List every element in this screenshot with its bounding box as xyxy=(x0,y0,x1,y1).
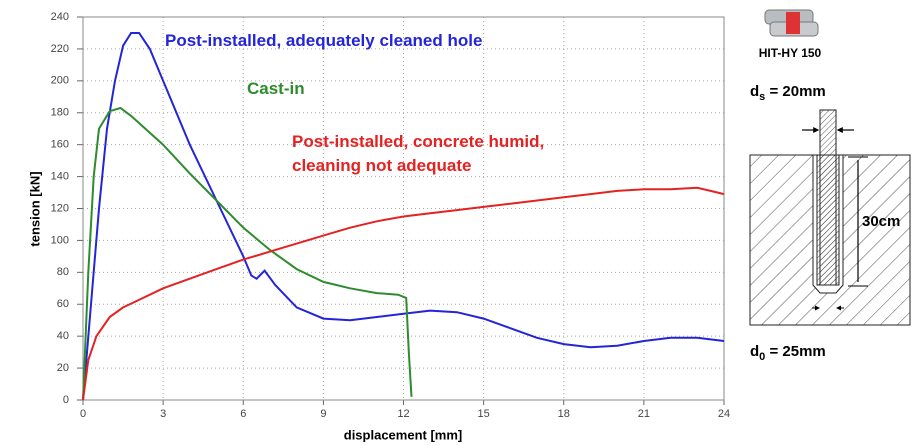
y-tick-label: 100 xyxy=(51,234,69,246)
y-tick-label: 200 xyxy=(51,75,69,87)
y-tick-label: 140 xyxy=(51,170,69,182)
x-tick-label: 15 xyxy=(478,408,490,420)
annotation: Post-installed, adequately cleaned hole xyxy=(165,31,482,50)
symbol: d xyxy=(750,343,759,360)
x-tick-label: 21 xyxy=(638,408,650,420)
y-tick-label: 160 xyxy=(51,139,69,151)
x-axis-label: displacement [mm] xyxy=(344,427,462,442)
y-tick-label: 180 xyxy=(51,107,69,119)
product-name: HIT-HY 150 xyxy=(759,46,822,60)
symbol: d xyxy=(750,83,759,100)
y-tick-label: 80 xyxy=(57,266,69,278)
y-tick-label: 20 xyxy=(57,362,69,374)
x-tick-label: 24 xyxy=(718,408,730,420)
x-tick-label: 9 xyxy=(320,408,326,420)
y-axis-label: tension [kN] xyxy=(27,171,42,246)
y-tick-label: 0 xyxy=(63,394,69,406)
data-line xyxy=(82,186,725,401)
x-tick-label: 0 xyxy=(80,408,86,420)
plot-frame xyxy=(82,16,725,401)
y-tick-label: 220 xyxy=(51,43,69,55)
embedment-depth: 30cm xyxy=(862,213,900,230)
anchor-diagram xyxy=(749,109,911,326)
y-tick-label: 40 xyxy=(57,330,69,342)
y-tick-label: 240 xyxy=(51,11,69,23)
subscript: s xyxy=(759,91,765,103)
data-line xyxy=(82,106,413,401)
hole-diameter: d0 = 25mm xyxy=(750,343,826,363)
product-image xyxy=(764,9,819,37)
annotation-line: Post-installed, adequately cleaned hole xyxy=(165,31,482,50)
subscript: 0 xyxy=(759,351,765,363)
data-line xyxy=(82,32,725,401)
value: = 25mm xyxy=(765,343,825,360)
annotation: Post-installed, concrete humid, cleaning … xyxy=(292,132,544,175)
y-tick-label: 60 xyxy=(57,298,69,310)
annotation-line: Post-installed, concrete humid, xyxy=(292,132,544,151)
rod-diameter: ds = 20mm xyxy=(750,83,826,103)
annotation-line: cleaning not adequate xyxy=(292,156,471,175)
annotation-line: Cast-in xyxy=(247,79,305,98)
annotation: Cast-in xyxy=(247,79,305,98)
value: = 20mm xyxy=(765,83,825,100)
x-tick-label: 18 xyxy=(558,408,570,420)
y-tick-label: 120 xyxy=(51,202,69,214)
x-tick-label: 6 xyxy=(240,408,246,420)
x-tick-label: 12 xyxy=(397,408,409,420)
x-tick-label: 3 xyxy=(160,408,166,420)
